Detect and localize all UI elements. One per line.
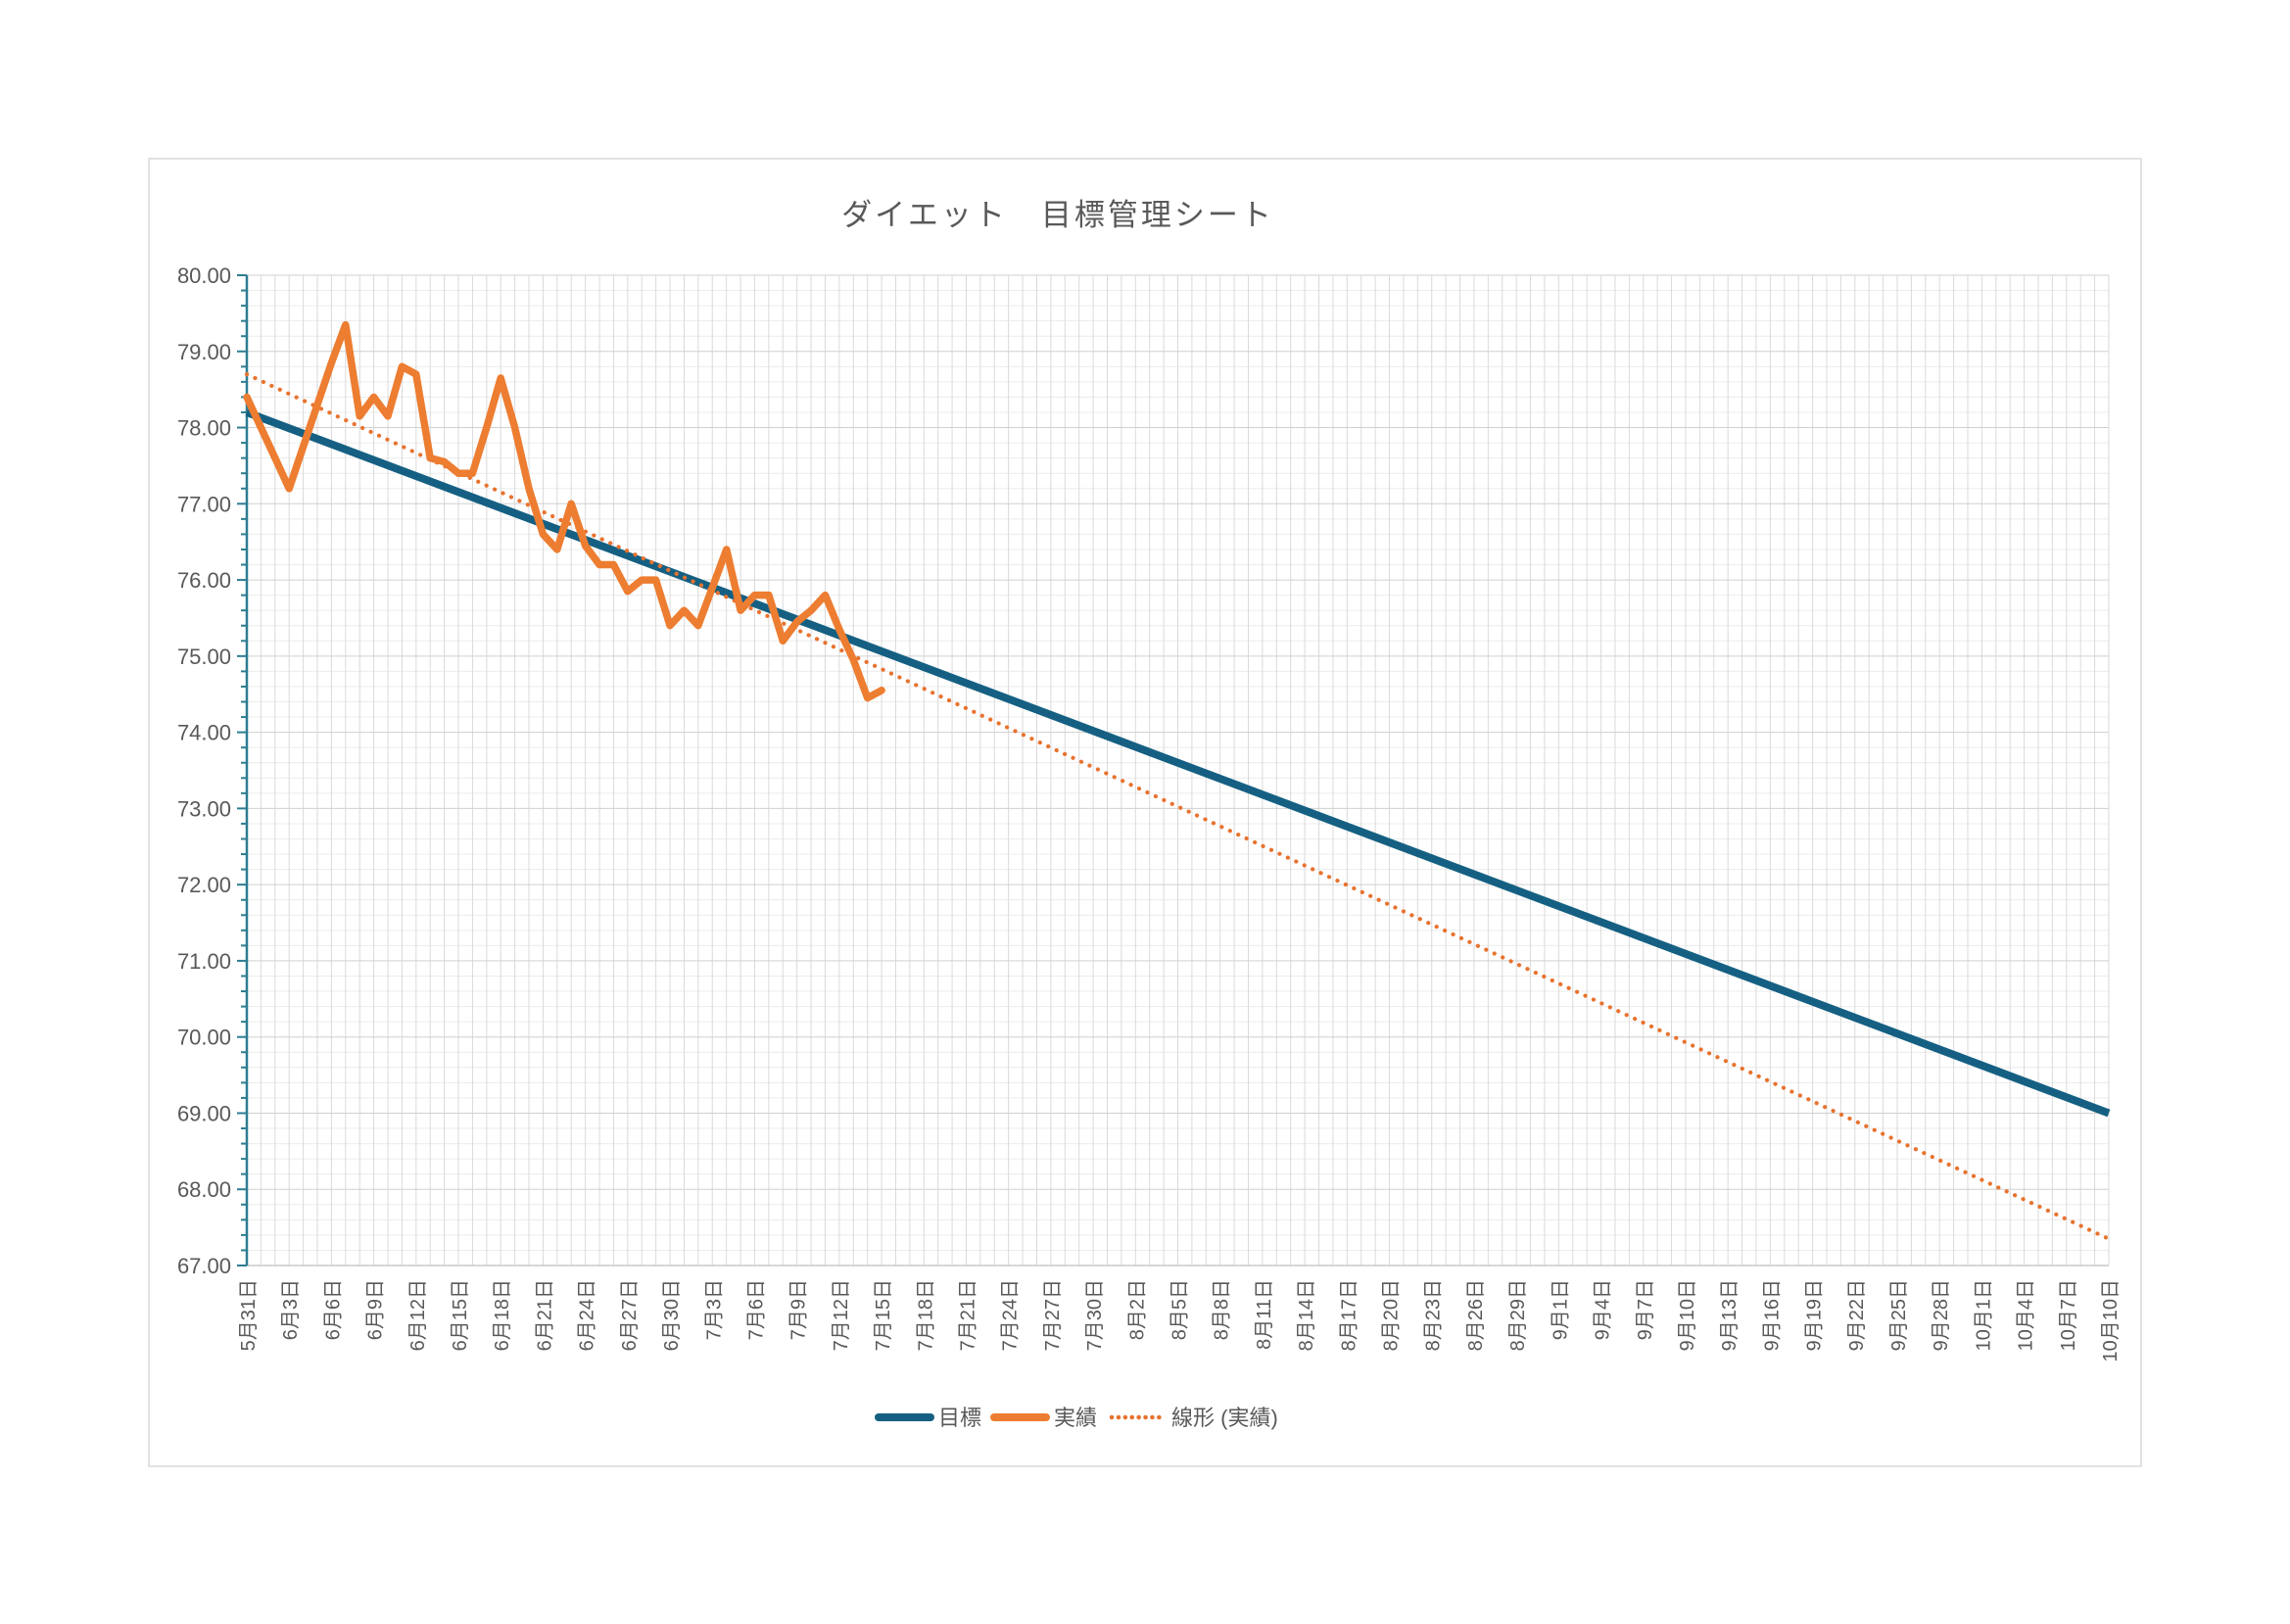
x-axis-label: 7月15日 — [873, 1279, 894, 1351]
x-axis-label: 9月25日 — [1888, 1279, 1910, 1351]
x-axis-label: 10月7日 — [2058, 1279, 2079, 1351]
chart-border — [148, 158, 2142, 1467]
x-axis-label: 8月11日 — [1254, 1279, 1275, 1350]
x-axis-label: 6月18日 — [492, 1279, 513, 1351]
x-axis-label: 9月28日 — [1931, 1279, 1952, 1351]
x-axis-label: 7月27日 — [1042, 1279, 1064, 1351]
x-axis-label: 9月19日 — [1804, 1279, 1826, 1351]
y-axis-label: 69.00 — [177, 1101, 231, 1125]
x-axis-label: 6月12日 — [407, 1279, 429, 1351]
x-axis-label: 6月6日 — [322, 1279, 344, 1340]
y-axis-label: 71.00 — [177, 949, 231, 974]
y-axis-label: 77.00 — [177, 492, 231, 516]
x-axis-label: 6月15日 — [450, 1279, 471, 1351]
x-axis-label: 6月3日 — [280, 1279, 302, 1340]
y-axis-label: 70.00 — [177, 1026, 231, 1050]
y-axis-label: 79.00 — [177, 340, 231, 364]
x-axis-label: 8月26日 — [1465, 1279, 1487, 1351]
chart-title: ダイエット 目標管理シート — [841, 198, 1274, 232]
x-axis-label: 7月24日 — [1000, 1279, 1022, 1351]
x-axis-label: 7月6日 — [745, 1279, 767, 1340]
axis-labels: 80.00 79.00 78.00 77.00 76.00 75.00 74.00 73.00… — [177, 263, 2122, 1362]
x-axis-label: 8月23日 — [1423, 1279, 1445, 1351]
legend-label: 線形 (実績) — [1171, 1406, 1278, 1430]
y-axis-label: 73.00 — [177, 796, 231, 821]
x-axis-label: 10月4日 — [2016, 1279, 2037, 1351]
x-axis-label: 8月8日 — [1212, 1279, 1233, 1340]
y-axis-label: 68.00 — [177, 1177, 231, 1202]
y-axis-label: 67.00 — [177, 1254, 231, 1278]
x-axis-label: 7月30日 — [1084, 1279, 1106, 1351]
legend-label: 実績 — [1054, 1406, 1097, 1430]
x-axis-label: 7月18日 — [915, 1279, 936, 1351]
y-axis-label: 80.00 — [177, 263, 231, 288]
legend: 目標 実績 線形 (実績) — [875, 1406, 1278, 1430]
legend-label: 目標 — [938, 1406, 981, 1430]
x-axis-label: 6月27日 — [619, 1279, 641, 1351]
y-axis-label: 76.00 — [177, 568, 231, 593]
x-axis-label: 9月16日 — [1761, 1279, 1783, 1351]
x-axis-label: 10月1日 — [1973, 1279, 1994, 1351]
x-axis-label: 9月22日 — [1846, 1279, 1868, 1351]
y-axis-label: 78.00 — [177, 416, 231, 441]
x-axis-label: 6月30日 — [661, 1279, 683, 1351]
x-axis-label: 8月29日 — [1507, 1279, 1529, 1351]
trendline-series — [244, 372, 2112, 1241]
x-axis-label: 6月9日 — [365, 1279, 387, 1340]
goal-line-series — [245, 408, 2111, 1118]
x-axis-label: 9月7日 — [1635, 1279, 1656, 1340]
x-axis-label: 7月9日 — [788, 1279, 810, 1340]
y-axis-label: 74.00 — [177, 721, 231, 745]
x-axis-label: 8月14日 — [1296, 1279, 1317, 1351]
x-axis-label: 9月10日 — [1677, 1279, 1698, 1351]
x-axis-label: 8月5日 — [1169, 1279, 1191, 1340]
x-axis-label: 6月21日 — [534, 1279, 555, 1351]
axes — [237, 274, 2109, 1266]
x-axis-label: 9月1日 — [1550, 1279, 1571, 1340]
x-axis-label: 7月12日 — [831, 1279, 852, 1351]
data-series — [243, 320, 2112, 1241]
x-axis-label: 9月4日 — [1593, 1279, 1614, 1340]
y-axis-label: 72.00 — [177, 873, 231, 897]
actual-line-series — [243, 320, 885, 702]
x-axis-label: 9月13日 — [1719, 1279, 1741, 1351]
x-axis-label: 8月2日 — [1126, 1279, 1148, 1340]
y-axis-label: 75.00 — [177, 645, 231, 669]
x-axis-label: 6月24日 — [577, 1279, 598, 1351]
x-axis-label: 8月20日 — [1381, 1279, 1403, 1351]
x-axis-label: 10月10日 — [2100, 1279, 2122, 1362]
x-axis-label: 7月3日 — [703, 1279, 725, 1340]
x-axis-label: 8月17日 — [1338, 1279, 1360, 1351]
x-axis-label: 7月21日 — [957, 1279, 978, 1351]
x-axis-label: 5月31日 — [238, 1279, 260, 1351]
